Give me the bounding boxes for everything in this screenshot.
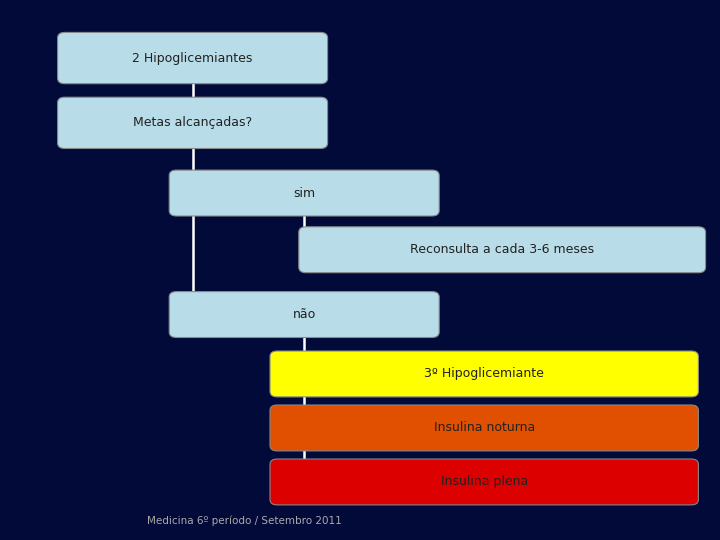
Text: não: não <box>292 308 316 321</box>
Text: 2 Hipoglicemiantes: 2 Hipoglicemiantes <box>132 51 253 65</box>
FancyBboxPatch shape <box>270 351 698 397</box>
Text: Medicina 6º período / Setembro 2011: Medicina 6º período / Setembro 2011 <box>148 516 342 526</box>
FancyBboxPatch shape <box>270 459 698 505</box>
Text: Insulina plena: Insulina plena <box>441 475 528 489</box>
Text: Metas alcançadas?: Metas alcançadas? <box>133 116 252 130</box>
FancyBboxPatch shape <box>299 227 706 273</box>
FancyBboxPatch shape <box>270 405 698 451</box>
FancyBboxPatch shape <box>58 97 328 149</box>
Text: 3º Hipoglicemiante: 3º Hipoglicemiante <box>424 367 544 381</box>
Text: sim: sim <box>293 186 315 200</box>
FancyBboxPatch shape <box>58 32 328 84</box>
Text: Reconsulta a cada 3-6 meses: Reconsulta a cada 3-6 meses <box>410 243 594 256</box>
Text: Insulina noturna: Insulina noturna <box>433 421 535 435</box>
FancyBboxPatch shape <box>169 170 439 216</box>
FancyBboxPatch shape <box>169 292 439 338</box>
